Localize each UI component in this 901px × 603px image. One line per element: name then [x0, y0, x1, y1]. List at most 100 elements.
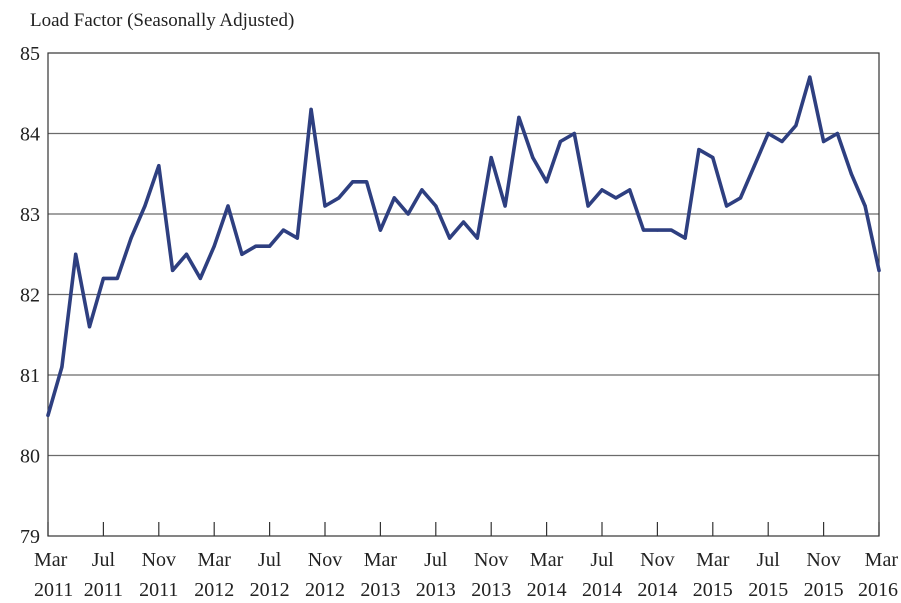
data-point [711, 156, 715, 160]
data-point [254, 244, 258, 248]
data-point [808, 75, 812, 79]
y-tick-label: 83 [20, 204, 40, 226]
data-point [683, 236, 687, 240]
x-tick-label-year: 2012 [250, 579, 290, 601]
data-point [738, 196, 743, 200]
data-point [378, 228, 382, 232]
data-point [434, 204, 438, 208]
x-tick-label-year: 2013 [471, 579, 511, 601]
data-point [212, 244, 216, 248]
data-point [794, 123, 798, 128]
x-tick-label-month: Nov [640, 549, 674, 571]
series-layer [46, 75, 881, 418]
data-point [614, 196, 618, 200]
data-point [849, 172, 853, 176]
data-point [115, 276, 119, 280]
y-tick-label: 84 [20, 124, 40, 146]
data-point [184, 252, 189, 256]
data-point [725, 204, 729, 208]
x-tick-label-year: 2011 [34, 579, 73, 601]
data-point [281, 228, 286, 232]
x-tick-label-month: Nov [806, 549, 840, 571]
data-point [240, 252, 244, 256]
data-point [531, 156, 535, 160]
data-point [752, 164, 756, 168]
x-tick-label-year: 2016 [858, 579, 898, 601]
plot-frame [47, 52, 880, 537]
data-point [628, 188, 632, 192]
data-point [323, 204, 327, 208]
data-point [129, 236, 133, 240]
x-tick-label-month: Mar [865, 549, 899, 571]
data-point [489, 156, 493, 160]
data-point [461, 220, 466, 224]
data-point [143, 204, 147, 208]
x-tick-label-year: 2015 [804, 579, 844, 601]
x-tick-label-month: Mar [34, 549, 68, 571]
x-tick-label-year: 2011 [84, 579, 123, 601]
x-tick-label-month: Nov [474, 549, 508, 571]
data-point [198, 276, 202, 280]
x-tick-label-month: Jul [757, 549, 781, 571]
data-point [268, 244, 272, 248]
x-tick-label-month: Mar [530, 549, 564, 571]
gridlines [48, 132, 879, 457]
x-tick-label-month: Jul [258, 549, 282, 571]
data-point [337, 196, 341, 200]
x-tick-label-year: 2011 [139, 579, 178, 601]
data-point [171, 268, 175, 272]
data-point [697, 148, 701, 152]
data-point [295, 236, 299, 240]
data-point [46, 413, 50, 417]
x-tick-label-month: Nov [308, 549, 342, 571]
y-tick-label: 82 [20, 285, 40, 307]
data-point [157, 164, 161, 168]
data-point [863, 204, 867, 208]
x-tick-label-year: 2013 [360, 579, 400, 601]
data-point [60, 365, 64, 369]
data-point [558, 139, 563, 144]
x-tick-label-year: 2014 [582, 579, 622, 601]
x-tick-label-month: Jul [92, 549, 116, 571]
data-point [572, 131, 576, 136]
data-point [420, 188, 424, 192]
data-point [586, 204, 590, 208]
data-point [780, 139, 784, 144]
data-points [46, 75, 881, 417]
x-tick-label-month: Mar [198, 549, 232, 571]
data-point [475, 236, 479, 240]
x-tick-label-year: 2014 [527, 579, 567, 601]
data-point [364, 180, 369, 184]
data-point [545, 180, 549, 184]
y-tick-label: 80 [20, 446, 40, 468]
x-tick-label-year: 2015 [748, 579, 788, 601]
data-point [226, 204, 230, 208]
x-tick-label-year: 2015 [693, 579, 733, 601]
x-tick-label-month: Jul [590, 549, 614, 571]
chart-title: Load Factor (Seasonally Adjusted) [30, 10, 294, 31]
data-point [641, 228, 646, 232]
data-point [517, 115, 521, 119]
y-tick-label: 79 [20, 526, 40, 548]
data-point [74, 252, 78, 256]
data-point [87, 325, 92, 329]
x-tick-label-year: 2013 [416, 579, 456, 601]
data-point [822, 139, 826, 144]
data-point [392, 196, 396, 200]
data-point [406, 212, 410, 216]
x-tick-label-month: Mar [696, 549, 730, 571]
x-tick-label-month: Mar [364, 549, 398, 571]
data-point [351, 180, 355, 184]
data-point [835, 131, 840, 136]
y-axis-tick-labels: 79 80 81 82 83 84 85 [20, 43, 40, 548]
data-point [309, 107, 313, 111]
data-point [101, 276, 105, 280]
data-point [877, 268, 881, 272]
x-tick-label-year: 2012 [194, 579, 234, 601]
data-point [503, 204, 507, 208]
x-tick-label-month: Nov [142, 549, 176, 571]
data-point [448, 236, 452, 240]
x-tick-label-year: 2014 [637, 579, 677, 601]
load-factor-series-line [46, 75, 881, 418]
